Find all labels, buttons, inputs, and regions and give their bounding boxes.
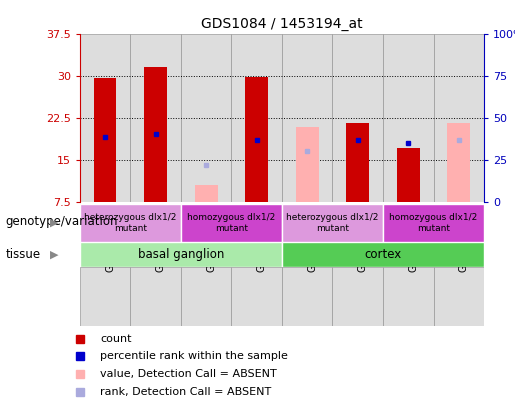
Text: ▶: ▶ bbox=[50, 218, 58, 228]
Bar bbox=[296, 127, 319, 202]
Bar bbox=[181, 204, 282, 242]
Bar bbox=[282, 34, 333, 202]
Bar bbox=[434, 267, 484, 326]
Text: GSM38979: GSM38979 bbox=[358, 219, 368, 272]
Text: cortex: cortex bbox=[365, 248, 402, 261]
Bar bbox=[181, 267, 231, 326]
Text: GSM38978: GSM38978 bbox=[307, 219, 317, 272]
Bar bbox=[80, 204, 181, 242]
Bar bbox=[333, 34, 383, 202]
Bar bbox=[231, 267, 282, 326]
Text: ▶: ▶ bbox=[50, 250, 58, 260]
Text: percentile rank within the sample: percentile rank within the sample bbox=[100, 352, 288, 361]
Bar bbox=[80, 34, 130, 202]
Text: GSM38976: GSM38976 bbox=[206, 219, 216, 272]
Bar bbox=[383, 34, 434, 202]
Bar bbox=[383, 204, 484, 242]
Bar bbox=[80, 242, 282, 267]
Text: GSM38975: GSM38975 bbox=[156, 219, 166, 272]
Bar bbox=[383, 267, 434, 326]
Bar bbox=[80, 267, 130, 326]
Bar bbox=[282, 204, 383, 242]
Bar bbox=[282, 267, 333, 326]
Text: homozygous dlx1/2
mutant: homozygous dlx1/2 mutant bbox=[389, 213, 478, 232]
Text: heterozygous dlx1/2
mutant: heterozygous dlx1/2 mutant bbox=[286, 213, 379, 232]
Bar bbox=[245, 77, 268, 202]
Bar bbox=[231, 34, 282, 202]
Text: tissue: tissue bbox=[5, 248, 40, 261]
Bar bbox=[181, 34, 231, 202]
Title: GDS1084 / 1453194_at: GDS1084 / 1453194_at bbox=[201, 17, 363, 31]
Text: GSM38974: GSM38974 bbox=[105, 219, 115, 272]
Bar bbox=[282, 242, 484, 267]
Text: GSM38981: GSM38981 bbox=[459, 219, 469, 272]
Text: basal ganglion: basal ganglion bbox=[138, 248, 224, 261]
Text: count: count bbox=[100, 334, 132, 343]
Bar bbox=[434, 34, 484, 202]
Text: heterozygous dlx1/2
mutant: heterozygous dlx1/2 mutant bbox=[84, 213, 177, 232]
Bar bbox=[144, 67, 167, 202]
Text: GSM38977: GSM38977 bbox=[256, 219, 267, 272]
Text: homozygous dlx1/2
mutant: homozygous dlx1/2 mutant bbox=[187, 213, 276, 232]
Text: value, Detection Call = ABSENT: value, Detection Call = ABSENT bbox=[100, 369, 277, 379]
Bar bbox=[130, 34, 181, 202]
Bar bbox=[333, 267, 383, 326]
Bar bbox=[195, 185, 217, 202]
Text: rank, Detection Call = ABSENT: rank, Detection Call = ABSENT bbox=[100, 387, 272, 397]
Bar bbox=[397, 149, 420, 202]
Bar bbox=[94, 79, 116, 202]
Bar bbox=[347, 123, 369, 202]
Text: GSM38980: GSM38980 bbox=[408, 219, 418, 272]
Text: genotype/variation: genotype/variation bbox=[5, 215, 117, 228]
Bar bbox=[130, 267, 181, 326]
Bar bbox=[448, 123, 470, 202]
